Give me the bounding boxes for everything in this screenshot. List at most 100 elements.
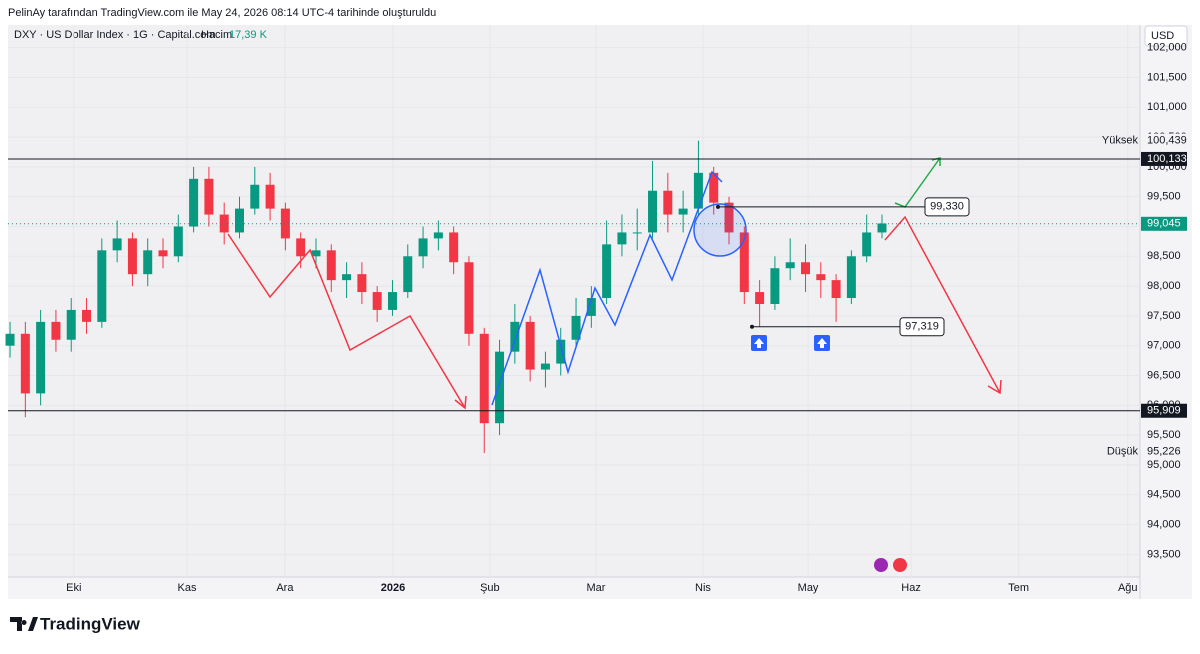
candle-body — [693, 172, 703, 209]
event-icon[interactable] — [874, 558, 888, 572]
x-tick-label: Tem — [1008, 582, 1029, 594]
y-tick-label: 98,500 — [1147, 250, 1181, 262]
price-label-box — [1141, 216, 1187, 231]
red-zigzag — [227, 233, 466, 409]
candle-body — [525, 321, 535, 370]
candle-body — [97, 250, 107, 322]
candle-body — [296, 238, 306, 257]
candle-body — [280, 208, 290, 239]
candle-body — [510, 321, 520, 352]
marker-name: Yüksek — [1102, 135, 1139, 147]
candle-body — [112, 238, 122, 251]
red-arrow — [884, 215, 1001, 394]
annotation-label: 97,319 — [905, 321, 939, 333]
candle-body — [556, 339, 566, 364]
candle-body — [877, 223, 887, 233]
candle-body — [204, 178, 214, 215]
candle-body — [418, 238, 428, 257]
volume-label: Hacim — [201, 29, 232, 41]
x-tick-label: Şub — [480, 582, 500, 594]
price-label-box — [1141, 151, 1187, 166]
y-tick-label: 95,000 — [1147, 459, 1181, 471]
candle-body — [173, 226, 183, 257]
candle-body — [862, 232, 872, 257]
blue-zigzag — [491, 170, 723, 406]
currency-label[interactable]: USD — [1151, 30, 1174, 42]
candle-body — [143, 250, 153, 275]
candle-body — [602, 244, 612, 299]
x-tick-label: Mar — [586, 582, 605, 594]
y-tick-label: 101,500 — [1147, 71, 1187, 83]
candle-body — [387, 292, 397, 310]
x-tick-label: 2026 — [381, 582, 405, 594]
candle-body — [189, 178, 199, 227]
annotation-anchor — [716, 204, 720, 209]
y-tick-label: 94,500 — [1147, 489, 1181, 501]
y-tick-label: 97,000 — [1147, 340, 1181, 352]
marker-name: Düşük — [1107, 445, 1139, 457]
candle-body — [586, 298, 596, 316]
y-tick-label: 94,000 — [1147, 518, 1181, 530]
highlight-circle — [693, 203, 747, 257]
arrow-head — [454, 395, 467, 410]
candle-body — [495, 351, 505, 424]
logo-text: TradingView — [40, 614, 141, 633]
candle-body — [678, 208, 688, 215]
currency-button[interactable] — [1144, 25, 1188, 47]
price-label: 100,133 — [1147, 153, 1187, 165]
logo-icon — [10, 617, 38, 631]
candle-body — [372, 292, 382, 310]
x-tick-label: Ara — [276, 582, 294, 594]
candle-body — [36, 321, 46, 394]
annotation-box — [924, 197, 970, 217]
candle-body — [816, 274, 826, 281]
candle-body — [66, 309, 76, 340]
y-tick-label: 96,500 — [1147, 369, 1181, 381]
x-tick-label: Haz — [901, 582, 921, 594]
y-tick-label: 98,000 — [1147, 280, 1181, 292]
y-tick-label: 102,000 — [1147, 42, 1187, 54]
up-arrow — [817, 338, 827, 348]
candle-body — [82, 309, 92, 322]
candle-body — [342, 274, 352, 281]
y-tick-label: 101,000 — [1147, 101, 1187, 113]
candle-body — [540, 363, 550, 370]
candle-body — [571, 315, 581, 340]
x-tick-label: Ağu — [1118, 582, 1138, 594]
candle-body — [617, 232, 627, 245]
footer-logo: TradingView — [10, 614, 141, 633]
x-tick-label: May — [798, 582, 819, 594]
candle-body — [250, 184, 260, 209]
candle-body — [755, 292, 765, 304]
candle-body — [724, 202, 734, 233]
candle-body — [357, 274, 367, 293]
annotation-anchor — [750, 324, 754, 329]
y-tick-label: 95,500 — [1147, 429, 1181, 441]
candle-body — [464, 262, 474, 334]
plot-area — [8, 25, 1140, 577]
candle-body — [311, 250, 321, 257]
candle-body — [846, 256, 856, 299]
annotation-label: 99,330 — [930, 201, 964, 213]
drawings — [227, 157, 1002, 410]
candle-body — [5, 333, 15, 346]
candle-body — [709, 172, 719, 203]
candle-body — [785, 262, 795, 269]
x-tick-label: Nis — [695, 582, 711, 594]
candle-body — [739, 232, 749, 293]
candle-body — [632, 232, 642, 234]
event-icon[interactable] — [893, 558, 907, 572]
candle-body — [127, 238, 137, 275]
y-tick-label: 97,500 — [1147, 310, 1181, 322]
price-label-box — [1141, 444, 1187, 459]
up-arrow — [754, 338, 764, 348]
candle-body — [770, 268, 780, 304]
candle-body — [234, 208, 244, 233]
candle-body — [479, 333, 489, 424]
price-label: 100,439 — [1147, 135, 1187, 147]
price-label-box — [1141, 133, 1187, 148]
candle-body — [433, 232, 443, 239]
time-axis — [8, 577, 1140, 599]
candle-body — [663, 190, 673, 215]
